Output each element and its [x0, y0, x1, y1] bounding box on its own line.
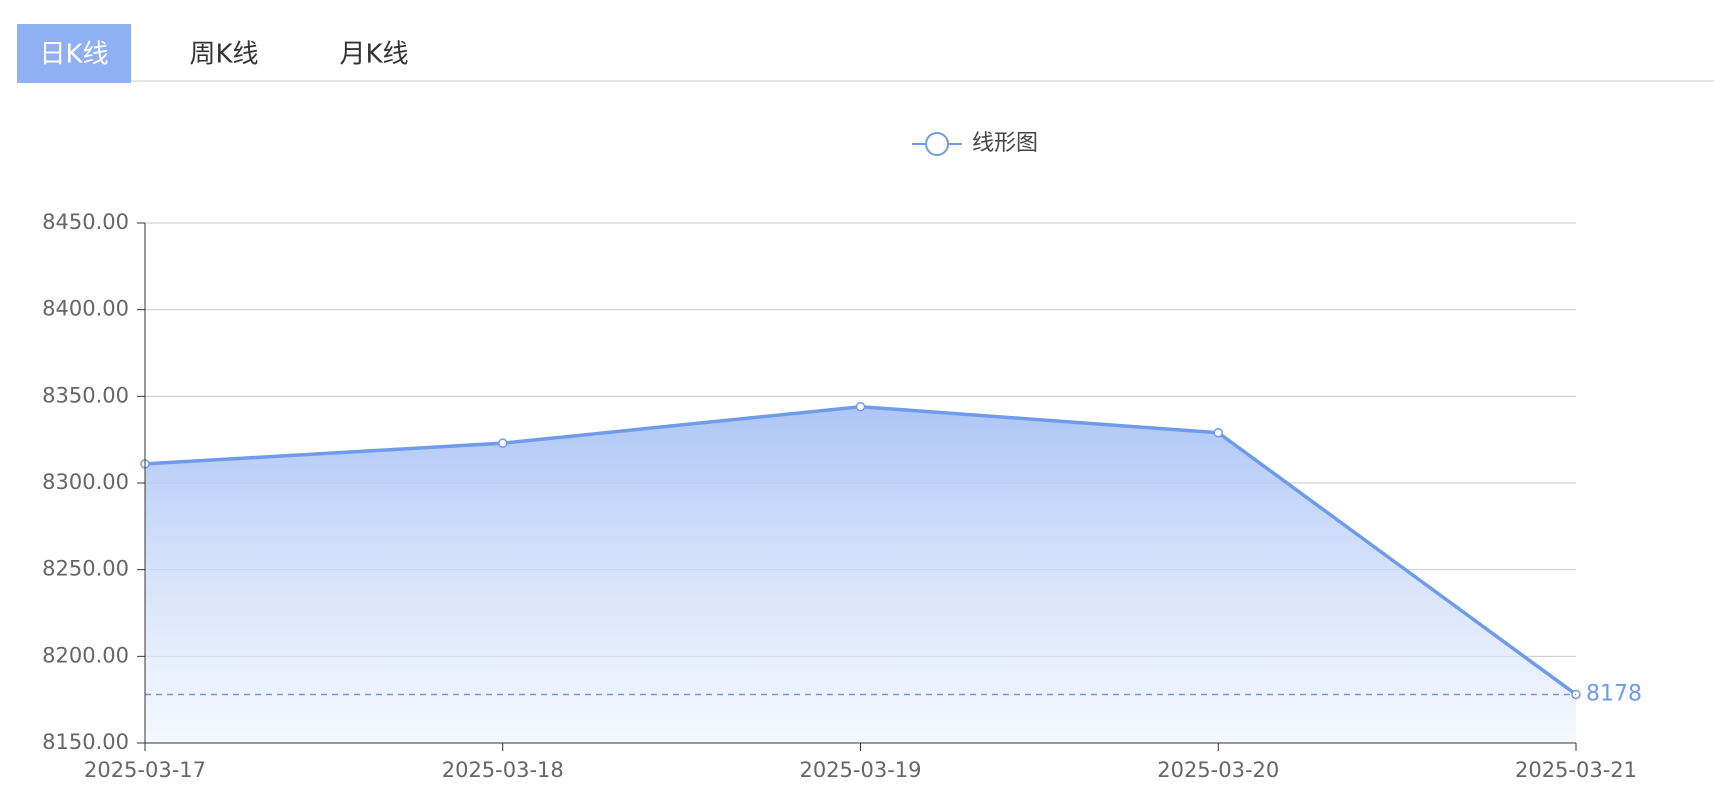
legend-label[interactable]: 线形图	[972, 131, 1038, 156]
y-tick-label: 8150.00	[42, 730, 129, 754]
x-tick-label: 2025-03-21	[1515, 758, 1637, 782]
y-tick-label: 8400.00	[42, 297, 129, 321]
x-tick-label: 2025-03-17	[84, 758, 206, 782]
y-tick-label: 8200.00	[42, 643, 129, 667]
point	[498, 438, 508, 448]
tab[interactable]: 周K线	[189, 40, 258, 70]
tab[interactable]: 月K线	[339, 40, 408, 70]
area	[145, 406, 1576, 743]
point	[1213, 427, 1223, 438]
tab-active-bg	[17, 24, 131, 83]
mark-line-label: 8178	[1586, 681, 1642, 706]
x-tick-label: 2025-03-20	[1157, 758, 1279, 782]
x-tick-label: 2025-03-19	[799, 758, 921, 782]
tab[interactable]: 日K线	[39, 40, 108, 70]
point	[855, 401, 866, 412]
y-tick-label: 8300.00	[42, 470, 129, 494]
y-tick-label: 8450.00	[42, 210, 129, 234]
x-tick-label: 2025-03-18	[442, 758, 564, 782]
y-tick-label: 8350.00	[42, 383, 129, 407]
y-tick-label: 8250.00	[42, 557, 129, 581]
legend-marker	[925, 132, 949, 156]
